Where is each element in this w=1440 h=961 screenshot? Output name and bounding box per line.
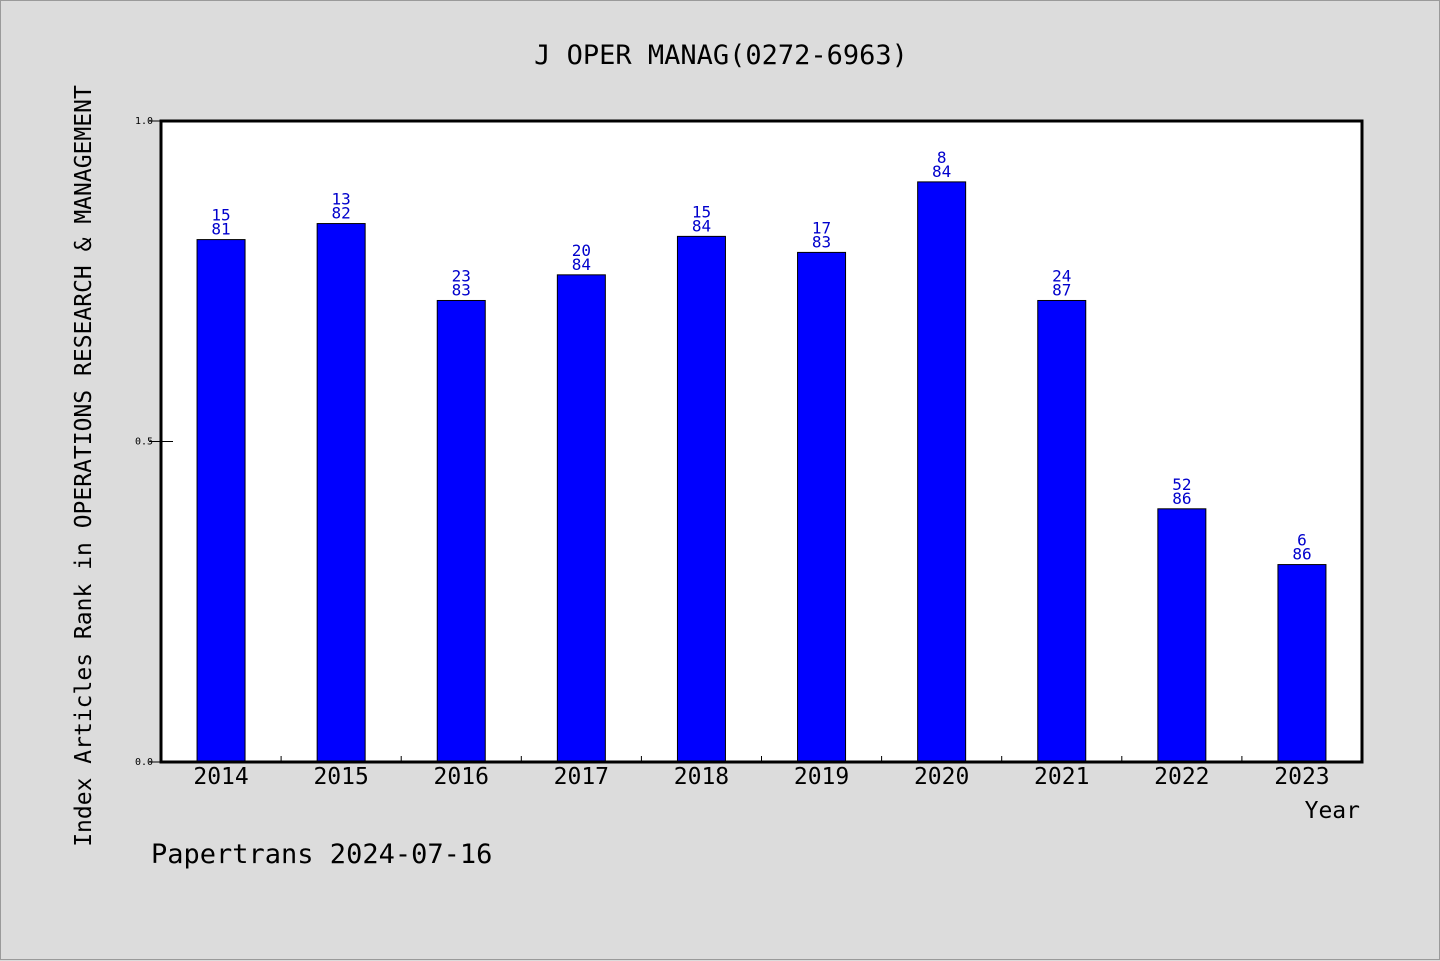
bar-2021 — [1037, 299, 1087, 763]
x-tick-label-2014: 2014 — [193, 764, 248, 790]
x-tick-label-2016: 2016 — [434, 764, 489, 790]
bar-2016 — [436, 299, 486, 763]
y-tick-label: 0.0 — [135, 757, 153, 768]
bar-2017 — [556, 274, 606, 763]
footer-text: Papertrans 2024-07-16 — [151, 839, 492, 870]
data-label-total-2019: 83 — [812, 232, 831, 251]
bar-2019 — [797, 251, 847, 763]
data-label-total-2020: 84 — [932, 162, 951, 181]
bar-2022 — [1157, 508, 1207, 763]
bar-2018 — [676, 235, 726, 763]
data-label-total-2017: 84 — [572, 255, 591, 274]
x-tick-label-2018: 2018 — [674, 764, 729, 790]
data-label-rank-2016: 23 — [452, 266, 471, 285]
x-tick-label-2015: 2015 — [313, 764, 368, 790]
bars-layer — [196, 181, 1327, 763]
data-label-total-2021: 87 — [1052, 280, 1071, 299]
data-label-total-2018: 84 — [692, 216, 711, 235]
data-label-rank-2023: 6 — [1297, 531, 1307, 550]
y-axis-label: Index Articles Rank in OPERATIONS RESEAR… — [71, 85, 97, 847]
data-label-total-2023: 86 — [1292, 545, 1311, 564]
bar-2023 — [1277, 564, 1327, 763]
x-tick-label-2017: 2017 — [554, 764, 609, 790]
data-label-rank-2020: 8 — [937, 148, 947, 167]
data-label-rank-2017: 20 — [572, 241, 591, 260]
chart-title: J OPER MANAG(0272-6963) — [534, 40, 908, 71]
plot-border — [159, 119, 1364, 764]
y-tick-label: 0.5 — [135, 437, 153, 448]
data-label-rank-2021: 24 — [1052, 266, 1071, 285]
x-tick-label-2019: 2019 — [794, 764, 849, 790]
data-label-total-2016: 83 — [452, 280, 471, 299]
bar-2015 — [316, 223, 366, 763]
data-label-rank-2022: 52 — [1172, 475, 1191, 494]
data-label-rank-2015: 13 — [332, 190, 351, 209]
x-tick-label-2020: 2020 — [914, 764, 969, 790]
bar-2014 — [196, 239, 246, 763]
data-label-total-2015: 82 — [332, 204, 351, 223]
x-tick-label-2022: 2022 — [1154, 764, 1209, 790]
x-axis-label: Year — [1305, 798, 1360, 824]
x-tick-label-2021: 2021 — [1034, 764, 1089, 790]
data-label-total-2014: 81 — [211, 220, 230, 239]
bar-2020 — [917, 181, 967, 763]
data-label-total-2022: 86 — [1172, 489, 1191, 508]
data-label-rank-2014: 15 — [211, 206, 230, 225]
data-label-rank-2019: 17 — [812, 218, 831, 237]
y-tick-label: 1.0 — [135, 116, 153, 127]
x-tick-label-2023: 2023 — [1274, 764, 1329, 790]
data-label-rank-2018: 15 — [692, 202, 711, 221]
